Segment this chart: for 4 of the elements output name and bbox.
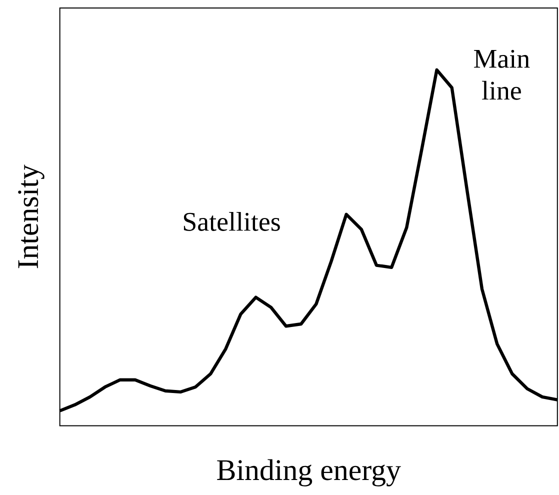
annotation: Main line bbox=[474, 50, 530, 100]
y-axis-title: Intensity bbox=[18, 164, 44, 268]
annotation: Satellites bbox=[184, 212, 280, 232]
x-axis-title: Binding energy bbox=[217, 459, 401, 487]
